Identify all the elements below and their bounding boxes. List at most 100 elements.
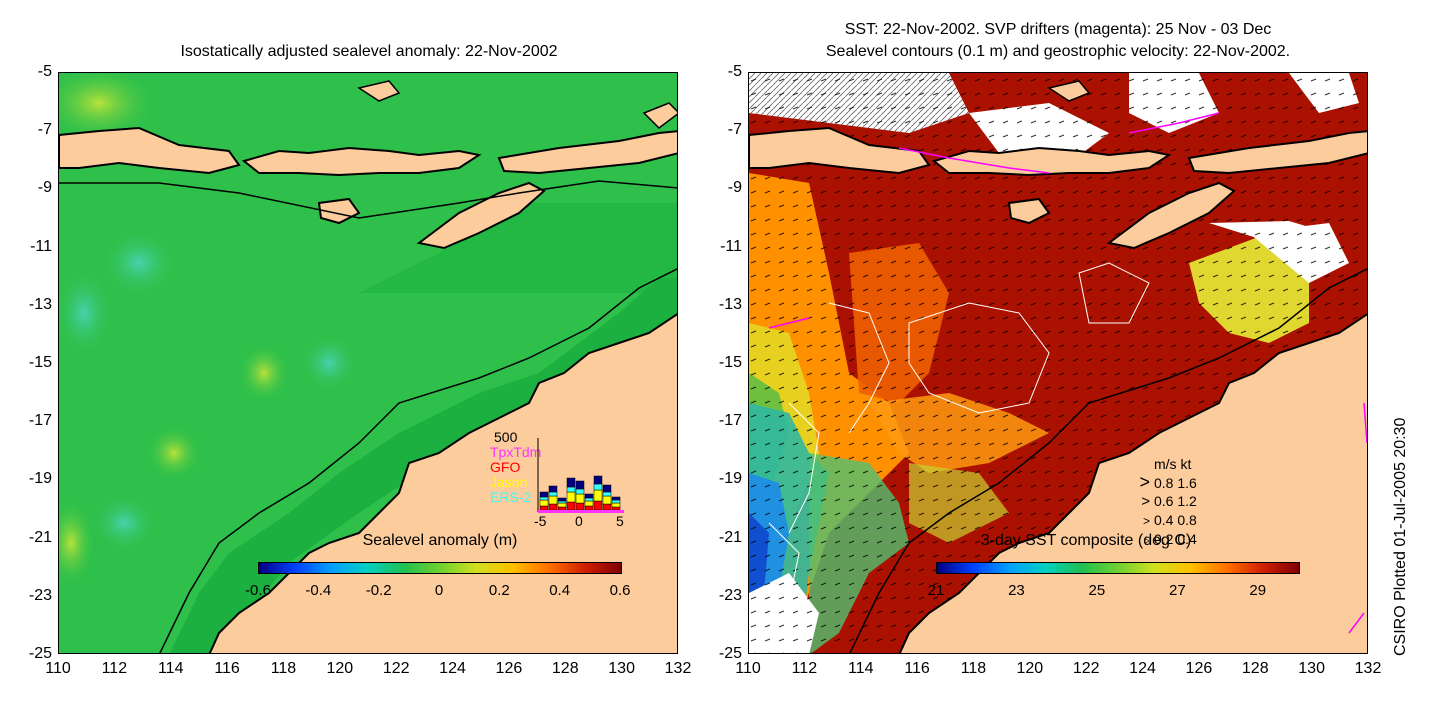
right-x-tick: 110	[735, 660, 761, 677]
velocity-legend-label: 0.8 1.6	[1154, 475, 1197, 491]
histogram-x-tick: -5	[534, 513, 547, 529]
left-y-tick: -25	[28, 645, 52, 662]
histogram-bar	[611, 496, 621, 501]
right-y-tick: -7	[727, 121, 742, 139]
velocity-legend-label: 0.4 0.8	[1154, 512, 1197, 528]
velocity-legend-row: >0.8 1.6	[1128, 473, 1197, 491]
histogram-bar	[539, 499, 549, 507]
right-map	[748, 72, 1368, 654]
right-x-tick: 132	[1354, 660, 1382, 677]
right-y-tick: -17	[718, 412, 742, 430]
histogram-x-tick: 0	[575, 513, 583, 529]
velocity-arrow-icon: >	[1141, 493, 1150, 510]
left-x-tick: 110	[45, 660, 71, 677]
histogram-bar	[584, 500, 594, 507]
histogram-bar	[575, 480, 585, 490]
velocity-arrow-icon: >	[1142, 514, 1150, 528]
histogram-bar	[602, 503, 612, 511]
right-y-tick: -5	[727, 63, 742, 80]
right-x-tick: 114	[847, 660, 874, 677]
histogram-bar	[575, 488, 585, 495]
left-x-tick: 128	[551, 660, 579, 677]
right-x-tick: 116	[904, 660, 930, 677]
left-colorbar-tick: 0	[434, 582, 444, 599]
left-map-title: Isostatically adjusted sealevel anomaly:…	[180, 43, 558, 60]
right-colorbar-tick: 27	[1168, 582, 1186, 599]
left-y-tick: -17	[28, 412, 52, 430]
histogram-bar	[539, 505, 549, 511]
left-y-tick: -15	[28, 354, 52, 371]
histogram-bar	[566, 477, 576, 488]
left-x-tick: 112	[101, 660, 128, 677]
histogram-bar	[611, 502, 621, 508]
right-y-tick: -21	[718, 528, 742, 546]
histogram-ymax: 500	[494, 429, 518, 445]
histogram-bar	[611, 499, 621, 504]
plot-credit: CSIRO Plotted 01-Jul-2005 20:30	[1392, 417, 1409, 656]
right-colorbar	[936, 562, 1300, 574]
velocity-legend-header: m/s kt	[1154, 456, 1192, 472]
left-x-tick: 126	[495, 660, 523, 677]
left-x-tick: 118	[270, 660, 297, 677]
left-colorbar-tick: -0.2	[365, 582, 392, 599]
histogram-legend-item: Jason	[490, 474, 528, 490]
right-y-tick: -23	[718, 586, 742, 604]
sst-map	[749, 73, 1367, 653]
right-colorbar-tick: 23	[1008, 582, 1025, 599]
histogram-bar	[593, 483, 603, 491]
histogram-bar	[557, 506, 567, 511]
histogram-bar	[602, 484, 612, 493]
left-y-tick: -5	[37, 63, 52, 80]
histogram-bar	[611, 506, 621, 511]
right-x-tick: 118	[960, 660, 987, 677]
histogram-legend-item: GFO	[490, 459, 521, 475]
left-y-tick: -23	[28, 586, 52, 604]
histogram-bar	[602, 495, 612, 505]
velocity-legend-row: >0.2 0.4	[1128, 532, 1197, 549]
right-y-tick: -9	[727, 179, 742, 197]
histogram-bar	[584, 505, 594, 511]
right-x-tick: 120	[1016, 660, 1044, 677]
left-colorbar-tick: -0.4	[305, 582, 332, 599]
left-x-tick: 132	[664, 660, 692, 677]
right-x-tick: 130	[1298, 660, 1325, 677]
left-x-tick: 114	[157, 660, 184, 677]
left-y-tick: -19	[28, 470, 52, 488]
velocity-legend-row: >0.6 1.2	[1128, 493, 1197, 510]
histogram-legend-item: TpxTdm	[490, 444, 542, 460]
right-y-tick: -19	[718, 470, 742, 488]
velocity-legend: m/s kt >0.8 1.6 >0.6 1.2 >0.4 0.8 >0.2 0.4	[1128, 455, 1268, 547]
sealevel-anomaly-map	[59, 73, 677, 653]
histogram-x-tick: 5	[616, 513, 624, 529]
left-x-tick: 130	[608, 660, 635, 677]
right-colorbar-tick: 25	[1088, 582, 1106, 599]
histogram-bar	[557, 502, 567, 508]
right-map-title-line2: Sealevel contours (0.1 m) and geostrophi…	[825, 43, 1291, 60]
histogram-bar	[548, 485, 558, 493]
histogram-bar	[539, 496, 549, 501]
right-x-tick: 124	[1129, 660, 1156, 677]
histogram-bar	[584, 493, 594, 499]
histogram-bar	[602, 491, 612, 497]
right-colorbar-label: 3-day SST composite (deg C)	[980, 532, 1192, 549]
right-y-tick: -11	[720, 237, 742, 255]
histogram-bars	[537, 438, 624, 513]
histogram-bar	[575, 493, 585, 504]
histogram-bar	[593, 475, 603, 485]
right-colorbar-tick: 21	[927, 582, 945, 599]
histogram-bar	[584, 497, 594, 502]
left-y-tick: -13	[28, 295, 52, 313]
right-x-tick: 126	[1185, 660, 1213, 677]
histogram-bar	[566, 491, 576, 503]
left-y-tick: -7	[37, 121, 52, 139]
left-y-tick: -11	[30, 237, 52, 255]
histogram-bar	[557, 500, 567, 504]
right-x-tick: 112	[791, 660, 818, 677]
right-colorbar-tick: 29	[1249, 582, 1267, 599]
histogram-bar	[539, 491, 549, 498]
left-map	[58, 72, 678, 654]
velocity-legend-label: 0.2 0.4	[1154, 531, 1197, 547]
right-y-tick: -13	[718, 295, 742, 313]
right-y-tick: -15	[718, 354, 742, 371]
velocity-legend-label: 0.6 1.2	[1154, 493, 1197, 509]
